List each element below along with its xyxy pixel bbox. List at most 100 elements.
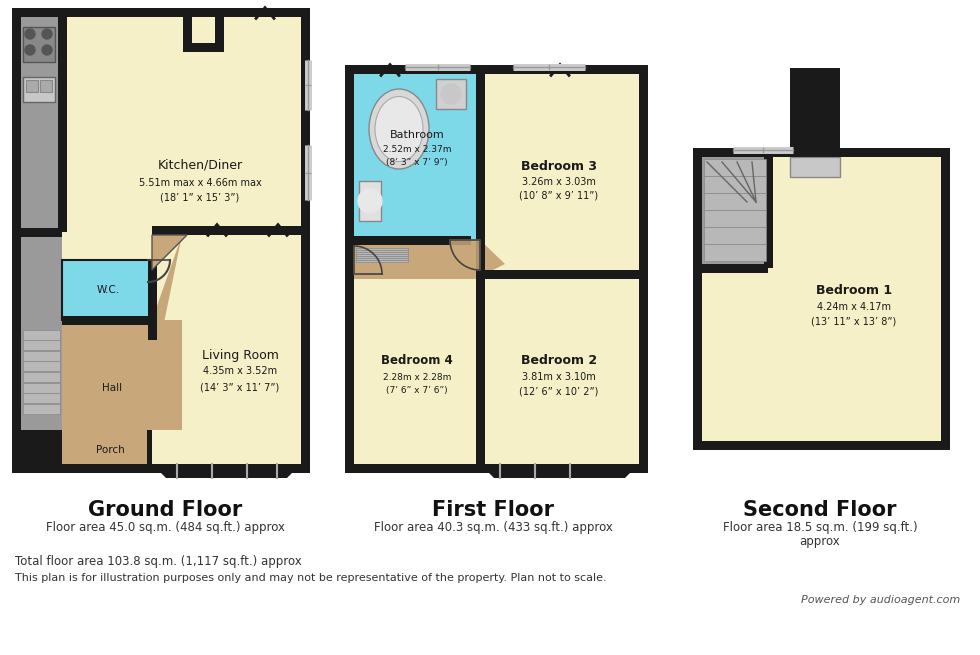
Bar — [62, 430, 147, 473]
Text: (12’ 6” x 10’ 2”): (12’ 6” x 10’ 2”) — [519, 386, 599, 396]
Text: 5.51m max x 4.66m max: 5.51m max x 4.66m max — [138, 178, 262, 188]
Bar — [183, 8, 192, 43]
Text: Porch: Porch — [96, 445, 124, 455]
Bar — [693, 148, 702, 450]
Text: 2.52m x 2.37m: 2.52m x 2.37m — [383, 145, 451, 155]
Bar — [436, 79, 466, 109]
Bar — [354, 74, 480, 240]
Text: Kitchen/Diner: Kitchen/Diner — [158, 159, 243, 172]
Text: (8’ 3” x 7’ 9”): (8’ 3” x 7’ 9”) — [386, 159, 448, 168]
Bar — [23, 351, 60, 361]
Ellipse shape — [375, 96, 423, 162]
Circle shape — [25, 45, 35, 55]
Bar — [476, 274, 485, 473]
Polygon shape — [354, 240, 505, 279]
Text: (13’ 11” x 13’ 8”): (13’ 11” x 13’ 8”) — [811, 316, 897, 326]
Bar — [831, 68, 840, 148]
Text: Second Floor: Second Floor — [743, 500, 897, 520]
Text: 4.24m x 4.17m: 4.24m x 4.17m — [817, 302, 891, 312]
Bar — [148, 260, 157, 340]
Polygon shape — [354, 246, 382, 274]
Bar — [23, 372, 60, 382]
Bar — [941, 148, 950, 450]
Text: approx: approx — [800, 536, 841, 548]
Circle shape — [42, 45, 52, 55]
Bar — [354, 236, 471, 245]
Bar — [58, 8, 67, 232]
Bar — [301, 8, 310, 473]
Polygon shape — [480, 464, 639, 478]
Circle shape — [358, 189, 382, 213]
Bar — [345, 464, 648, 473]
Text: (18’ 1” x 15’ 3”): (18’ 1” x 15’ 3”) — [161, 193, 240, 203]
Bar — [480, 270, 639, 279]
Bar — [704, 244, 766, 261]
Text: This plan is for illustration purposes only and may not be representative of the: This plan is for illustration purposes o… — [15, 573, 607, 583]
Bar — [639, 65, 648, 473]
Bar — [356, 248, 408, 250]
Bar — [356, 258, 408, 260]
Bar — [23, 383, 60, 393]
Bar — [704, 210, 766, 227]
Text: Bedroom 1: Bedroom 1 — [816, 284, 892, 297]
Text: Bedroom 4: Bedroom 4 — [381, 354, 453, 367]
Bar — [12, 8, 185, 17]
Bar — [704, 176, 766, 193]
Bar — [790, 68, 840, 148]
Bar — [356, 250, 408, 252]
Ellipse shape — [369, 89, 429, 169]
Bar — [12, 8, 310, 17]
Bar — [702, 157, 768, 268]
Bar — [356, 254, 408, 256]
Bar — [764, 148, 773, 268]
Bar — [356, 260, 408, 262]
Bar — [183, 43, 224, 52]
Bar — [21, 232, 62, 430]
Bar — [152, 226, 301, 235]
Text: Ground Floor: Ground Floor — [88, 500, 242, 520]
Bar — [693, 441, 950, 450]
Text: Hall: Hall — [102, 383, 122, 393]
Bar — [356, 256, 408, 258]
Text: Floor area 45.0 sq.m. (484 sq.ft.) approx: Floor area 45.0 sq.m. (484 sq.ft.) appro… — [45, 521, 284, 534]
Bar — [23, 340, 60, 350]
Bar — [704, 227, 766, 244]
Polygon shape — [12, 8, 310, 473]
Bar — [345, 65, 648, 74]
Bar — [62, 320, 182, 430]
Bar — [21, 17, 62, 232]
Bar — [23, 27, 55, 62]
Bar — [62, 260, 152, 320]
Text: 3.26m x 3.03m: 3.26m x 3.03m — [522, 177, 596, 187]
Polygon shape — [62, 17, 301, 464]
Text: Bathroom: Bathroom — [390, 130, 444, 140]
Text: W.C.: W.C. — [96, 285, 120, 295]
Text: 2.28m x 2.28m: 2.28m x 2.28m — [383, 373, 451, 381]
Text: 4.35m x 3.52m: 4.35m x 3.52m — [203, 366, 277, 376]
Polygon shape — [450, 240, 480, 270]
Bar — [23, 330, 60, 340]
Bar — [23, 404, 60, 414]
Bar — [62, 316, 152, 325]
Bar — [23, 393, 60, 403]
Text: (10’ 8” x 9’ 11”): (10’ 8” x 9’ 11”) — [519, 191, 599, 201]
Text: (7’ 6” x 7’ 6”): (7’ 6” x 7’ 6”) — [386, 386, 448, 396]
Bar — [215, 8, 310, 17]
Polygon shape — [62, 235, 182, 430]
Text: Floor area 40.3 sq.m. (433 sq.ft.) approx: Floor area 40.3 sq.m. (433 sq.ft.) appro… — [373, 521, 612, 534]
Bar — [799, 77, 831, 157]
Bar — [702, 157, 941, 441]
Polygon shape — [152, 235, 187, 270]
Bar — [12, 228, 62, 237]
Bar — [345, 65, 354, 473]
Circle shape — [441, 84, 461, 104]
Bar — [62, 230, 152, 260]
Bar — [693, 148, 950, 157]
Text: Powered by audioagent.com: Powered by audioagent.com — [801, 595, 960, 605]
Bar — [215, 8, 224, 43]
Text: Floor area 18.5 sq.m. (199 sq.ft.): Floor area 18.5 sq.m. (199 sq.ft.) — [722, 521, 917, 534]
Bar — [693, 264, 768, 273]
Bar — [26, 80, 38, 92]
Text: Bedroom 3: Bedroom 3 — [521, 160, 597, 172]
Bar — [359, 181, 381, 221]
